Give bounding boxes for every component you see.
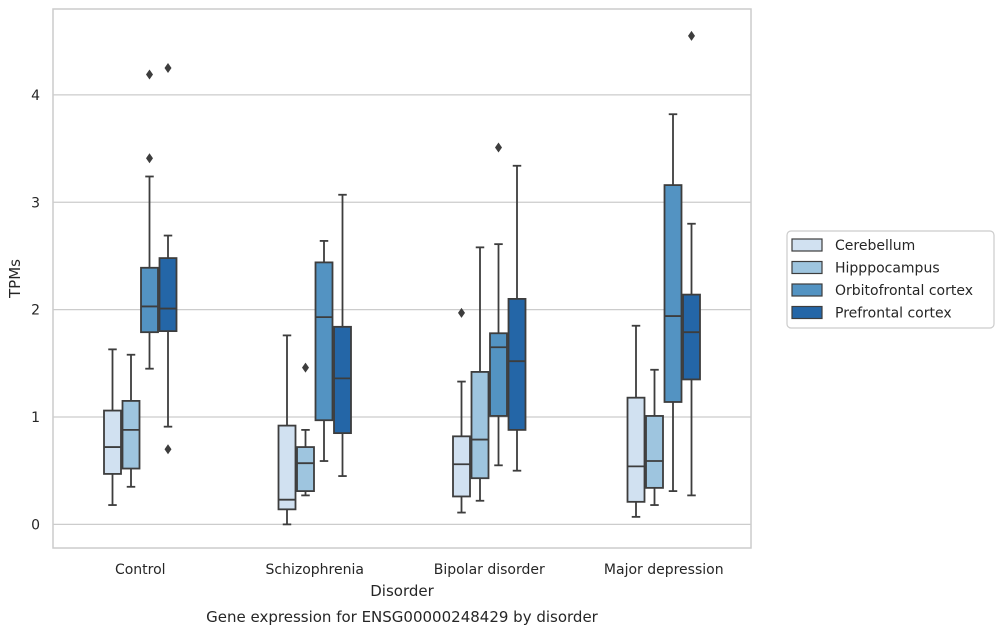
- box-2-3: [507, 164, 527, 472]
- legend-label-1: Hipppocampus: [835, 261, 940, 277]
- y-axis-ticks: 0 1 2 3 4: [31, 88, 40, 533]
- plot-frame: [52, 8, 752, 549]
- legend-swatch-0: [791, 238, 823, 252]
- x-axis-ticks: Control Schizophrenia Bipolar disorder Majo…: [115, 562, 724, 578]
- box-2-1: [470, 246, 490, 502]
- x-tick-label-1: Schizophrenia: [266, 562, 364, 578]
- flier-point-0: [688, 30, 695, 41]
- box-rect: [452, 435, 471, 498]
- box-group-1: [277, 193, 352, 526]
- y-tick-label-1: 1: [31, 410, 40, 426]
- legend-swatch-3: [791, 305, 823, 320]
- box-rect: [645, 415, 664, 489]
- box-0-3: [158, 63, 178, 455]
- legend-frame: [786, 230, 995, 329]
- legend-swatch-2: [791, 283, 823, 297]
- box-rect: [314, 261, 334, 422]
- box-rect: [507, 298, 527, 431]
- box-rect: [663, 184, 683, 403]
- legend-swatch-1: [791, 260, 823, 275]
- box-rect: [682, 293, 701, 381]
- box-1-0: [277, 334, 297, 526]
- box-rect: [470, 371, 490, 480]
- flier-point-0: [458, 307, 465, 318]
- box-rect: [296, 446, 315, 492]
- box-0-0: [103, 348, 122, 506]
- flier-point-0: [164, 444, 172, 455]
- box-group-3: [626, 30, 701, 518]
- y-tick-label-3: 3: [31, 195, 40, 211]
- box-group-2: [452, 142, 527, 514]
- box-0-2: [140, 69, 159, 370]
- legend-label-3: Prefrontal cortex: [835, 306, 952, 322]
- box-rect: [277, 424, 297, 511]
- y-tick-label-4: 4: [31, 88, 40, 104]
- y-tick-label-0: 0: [31, 517, 40, 533]
- box-0-1: [121, 353, 141, 488]
- box-1-2: [314, 240, 334, 462]
- box-2-2: [489, 142, 508, 467]
- box-1-1: [296, 362, 315, 497]
- box-3-0: [626, 324, 646, 518]
- box-rect: [333, 325, 352, 435]
- box-rect: [121, 400, 141, 470]
- box-3-1: [645, 368, 664, 506]
- x-tick-label-0: Control: [115, 562, 166, 578]
- box-3-3: [682, 30, 701, 497]
- box-rect: [103, 409, 122, 475]
- legend-label-2: Orbitofrontal cortex: [835, 283, 973, 299]
- flier-point-0: [302, 362, 309, 373]
- box-rect: [626, 396, 646, 503]
- box-3-2: [663, 113, 683, 492]
- x-tick-label-3: Major depression: [604, 562, 724, 578]
- y-axis-title: TPMs: [6, 259, 24, 299]
- x-axis-title: Disorder: [370, 582, 434, 600]
- flier-point-0: [146, 153, 153, 164]
- box-2-0: [452, 307, 471, 514]
- flier-point-0: [495, 142, 502, 153]
- box-rect: [140, 266, 159, 334]
- legend-label-0: Cerebellum: [835, 238, 915, 254]
- flier-point-1: [146, 69, 153, 80]
- box-1-3: [333, 193, 352, 477]
- legend: Cerebellum Hipppocampus Orbitofrontal cort…: [786, 230, 995, 329]
- box-rect: [489, 332, 508, 417]
- y-tick-label-2: 2: [31, 303, 40, 319]
- box-rect: [158, 257, 178, 333]
- flier-point-1: [164, 63, 172, 74]
- box-group-0: [103, 63, 178, 506]
- x-tick-label-2: Bipolar disorder: [434, 562, 545, 578]
- box-groups: [103, 30, 701, 526]
- chart-caption: Gene expression for ENSG00000248429 by d…: [206, 608, 599, 626]
